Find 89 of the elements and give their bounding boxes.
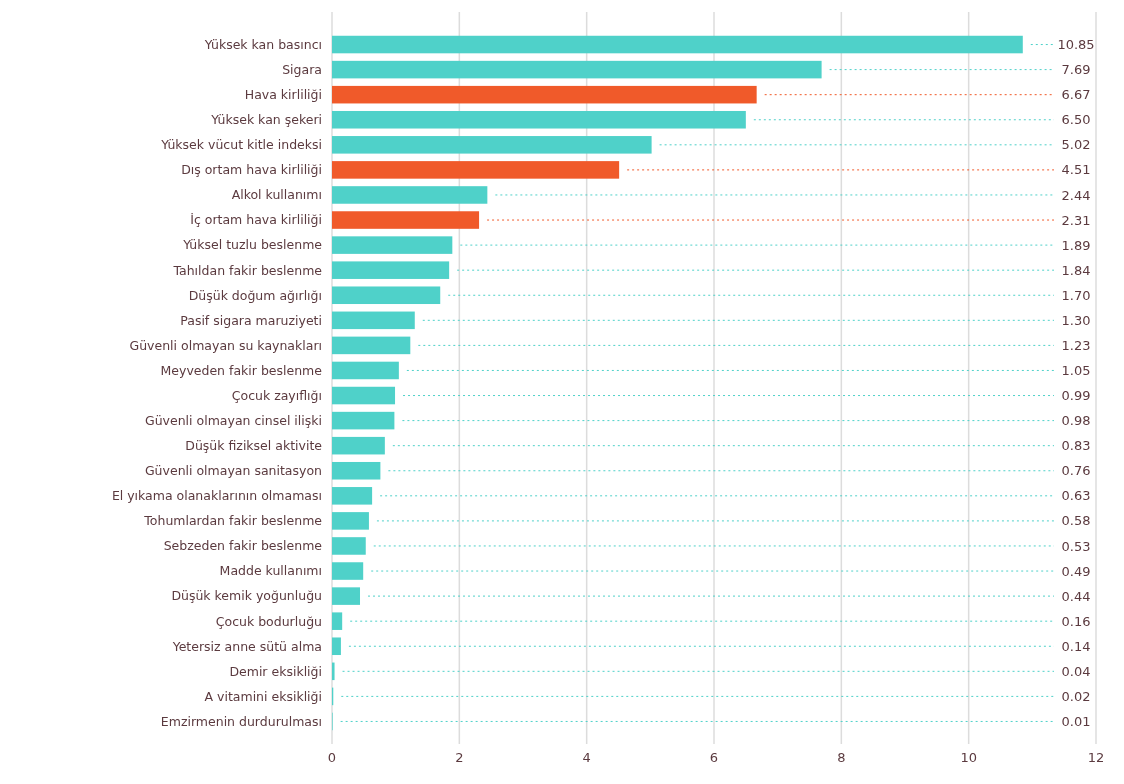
y-tick-label: Yüksel tuzlu beslenme <box>182 237 323 253</box>
y-tick-label: Demir eksikliği <box>229 663 322 679</box>
data-label: 4.51 <box>1061 162 1091 178</box>
y-tick-label: Yetersiz anne sütü alma <box>171 638 322 654</box>
bar <box>332 286 441 305</box>
y-tick-label: Meyveden fakir beslenme <box>160 362 323 378</box>
x-tick-label: 12 <box>1087 750 1105 765</box>
bar <box>332 461 381 480</box>
bar <box>332 562 364 580</box>
data-label: 5.02 <box>1061 137 1091 153</box>
data-label: 6.67 <box>1061 87 1091 103</box>
y-tick-label: Düşük kemik yoğunluğu <box>171 588 322 604</box>
y-tick-label: Tahıldan fakir beslenme <box>172 262 323 278</box>
bar <box>332 136 652 154</box>
x-tick-label: 4 <box>582 750 591 765</box>
x-tick-label: 0 <box>327 750 337 765</box>
y-tick-label: İç ortam hava kirliliği <box>190 212 322 228</box>
y-tick-label: Düşük fiziksel aktivite <box>185 438 323 454</box>
bar <box>332 487 373 505</box>
bar <box>332 236 453 254</box>
data-label: 0.44 <box>1061 588 1091 604</box>
y-tick-label: Sigara <box>282 61 322 77</box>
data-label: 10.85 <box>1057 37 1095 53</box>
y-tick-label: Güvenli olmayan sanitasyon <box>144 463 322 479</box>
y-tick-label: Çocuk zayıflığı <box>231 387 322 403</box>
data-label: 0.83 <box>1061 438 1091 454</box>
data-label: 1.84 <box>1061 262 1091 278</box>
data-label: 0.98 <box>1061 413 1091 429</box>
data-label: 0.16 <box>1061 613 1091 629</box>
y-tick-label: Güvenli olmayan cinsel ilişki <box>144 412 322 428</box>
bar <box>332 361 399 380</box>
y-tick-label: Pasif sigara maruziyeti <box>180 312 322 328</box>
y-tick-label: Yüksek kan basıncı <box>203 36 322 52</box>
data-label: 0.58 <box>1061 513 1091 529</box>
data-label: 0.49 <box>1061 563 1091 579</box>
bar <box>332 35 1023 54</box>
data-label: 6.50 <box>1061 112 1091 128</box>
bar <box>332 662 335 681</box>
bar <box>332 161 620 179</box>
data-label: 0.53 <box>1061 538 1091 554</box>
y-tick-label: Çocuk bodurluğu <box>215 613 322 629</box>
bar <box>332 386 396 405</box>
y-tick-label: Güvenli olmayan su kaynakları <box>129 337 322 353</box>
y-tick-label: Emzirmenin durdurulması <box>160 713 322 729</box>
bar <box>332 211 480 229</box>
bar <box>332 587 361 605</box>
y-tick-label: El yıkama olanaklarının olmaması <box>111 488 322 504</box>
bar <box>332 436 385 455</box>
data-label: 1.70 <box>1061 287 1091 303</box>
bar <box>332 60 822 79</box>
x-tick-label: 8 <box>837 750 846 765</box>
bar <box>332 85 757 104</box>
y-tick-label: Dış ortam hava kirliliği <box>181 162 322 178</box>
data-label: 2.31 <box>1061 212 1091 228</box>
y-tick-label: Alkol kullanımı <box>231 187 322 203</box>
x-tick-label: 2 <box>455 750 464 765</box>
data-label: 0.63 <box>1061 488 1091 504</box>
data-label: 2.44 <box>1061 187 1091 203</box>
y-tick-label: Düşük doğum ağırlığı <box>188 287 322 303</box>
data-label: 1.23 <box>1061 337 1091 353</box>
y-tick-label: Yüksek vücut kitle indeksi <box>160 137 322 153</box>
data-label: 1.05 <box>1061 363 1091 379</box>
bar <box>332 637 341 656</box>
bar <box>332 186 488 204</box>
y-tick-label: A vitamini eksikliği <box>204 688 322 704</box>
data-label: 0.76 <box>1061 463 1091 479</box>
bar <box>332 336 411 355</box>
y-tick-label: Hava kirliliği <box>244 87 322 103</box>
data-label: 1.30 <box>1061 312 1091 328</box>
bar <box>332 612 343 630</box>
data-label: 0.01 <box>1061 714 1091 730</box>
data-label: 1.89 <box>1061 237 1091 253</box>
y-tick-label: Tohumlardan fakir beslenme <box>143 513 323 529</box>
y-tick-label: Yüksek kan şekeri <box>210 112 322 128</box>
data-label: 0.04 <box>1061 663 1091 679</box>
data-label: 0.14 <box>1061 638 1091 654</box>
data-label: 0.02 <box>1061 688 1091 704</box>
data-label: 0.99 <box>1061 388 1091 404</box>
bar <box>332 512 369 530</box>
data-label: 7.69 <box>1061 62 1091 78</box>
bar <box>332 110 746 129</box>
y-tick-label: Madde kullanımı <box>219 563 322 579</box>
bar <box>332 411 395 430</box>
bar <box>332 537 366 555</box>
bar <box>332 261 450 279</box>
x-tick-label: 10 <box>960 750 977 765</box>
x-tick-label: 6 <box>709 750 719 765</box>
y-tick-label: Sebzeden fakir beslenme <box>163 538 323 554</box>
bar <box>332 311 415 330</box>
